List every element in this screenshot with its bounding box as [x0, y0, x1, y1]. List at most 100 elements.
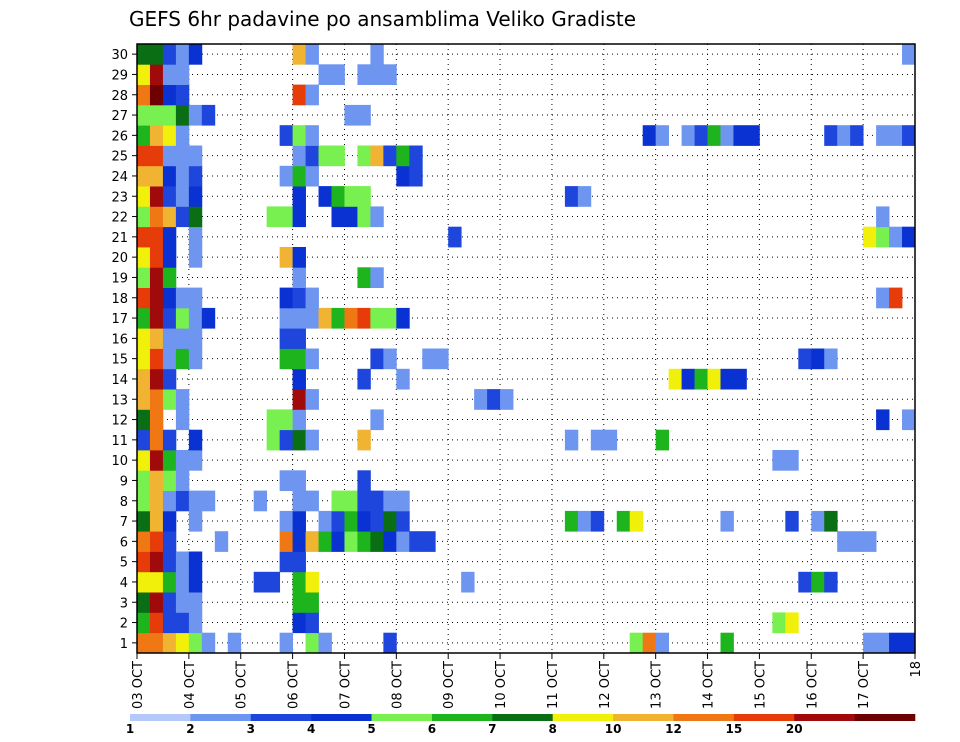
heatmap-cell	[149, 510, 164, 532]
heatmap-cell	[162, 206, 177, 228]
heatmap-cell	[137, 470, 151, 491]
x-tick-label: 08 OCT	[390, 661, 405, 709]
heatmap-cell	[175, 186, 190, 207]
heatmap-cell	[331, 307, 345, 329]
heatmap-cell	[227, 632, 242, 654]
y-tick-label: 13	[111, 393, 128, 408]
colorbar-swatch	[371, 714, 433, 721]
heatmap-cell	[435, 348, 449, 370]
heatmap-cell	[137, 571, 151, 593]
heatmap-cell	[188, 307, 203, 329]
heatmap-cell	[331, 510, 345, 532]
heatmap-cell	[137, 186, 151, 207]
heatmap-cell	[707, 125, 721, 146]
heatmap-cell	[137, 429, 151, 451]
heatmap-cell	[292, 409, 306, 431]
heatmap-cell	[694, 125, 708, 146]
heatmap-cell	[370, 409, 384, 431]
heatmap-cell	[331, 145, 345, 167]
heatmap-cell	[137, 632, 151, 654]
heatmap-cell	[889, 632, 903, 654]
heatmap-cell	[383, 307, 397, 329]
heatmap-cell	[149, 368, 164, 390]
heatmap-cell	[344, 206, 358, 228]
heatmap-cell	[149, 287, 164, 309]
heatmap-cell	[590, 429, 605, 451]
x-tick-label: 13 OCT	[650, 661, 665, 709]
heatmap-cell	[811, 571, 825, 593]
heatmap-cell	[137, 125, 151, 146]
heatmap-cell	[175, 206, 190, 228]
y-tick-label: 4	[120, 576, 128, 591]
colorbar-swatch	[311, 714, 372, 721]
heatmap-cell	[357, 429, 371, 451]
heatmap-cell	[292, 267, 306, 288]
heatmap-cell	[318, 64, 332, 85]
heatmap-cell	[137, 64, 151, 85]
heatmap-cell	[305, 125, 319, 146]
heatmap-cell	[201, 632, 216, 654]
heatmap-cell	[772, 450, 786, 471]
heatmap-cell	[188, 510, 203, 532]
heatmap-cell	[564, 186, 579, 207]
heatmap-cell	[383, 490, 397, 512]
y-tick-label: 1	[120, 637, 128, 652]
heatmap-cell	[772, 612, 786, 634]
heatmap-cell	[188, 571, 203, 593]
heatmap-cell	[137, 247, 151, 268]
y-tick-label: 14	[111, 373, 128, 388]
heatmap-cell	[201, 307, 216, 329]
heatmap-cell	[305, 44, 319, 65]
heatmap-cell	[175, 165, 190, 187]
x-tick-label: 11 OCT	[546, 661, 561, 709]
heatmap-cell	[292, 287, 306, 309]
heatmap-cell	[188, 348, 203, 370]
heatmap-cell	[694, 368, 708, 390]
heatmap-cell	[344, 186, 358, 207]
heatmap-cell	[811, 510, 825, 532]
colorbar-swatch	[492, 714, 553, 721]
x-tick-label: 17 OCT	[857, 661, 872, 709]
y-tick-label: 29	[111, 68, 128, 83]
heatmap-cell	[279, 470, 293, 491]
heatmap-cell	[292, 165, 306, 187]
heatmap-cell	[279, 429, 293, 451]
heatmap-cell	[292, 206, 306, 228]
colorbar-label: 4	[307, 722, 315, 736]
heatmap-cell	[253, 571, 268, 593]
y-tick-label: 8	[120, 495, 128, 510]
heatmap-cell	[837, 531, 851, 552]
heatmap-cell	[162, 429, 177, 451]
heatmap-cell	[162, 510, 177, 532]
heatmap-cell	[175, 571, 190, 593]
heatmap-cell	[279, 307, 293, 329]
heatmap-cell	[279, 328, 293, 349]
heatmap-cell	[383, 145, 397, 167]
heatmap-cell	[137, 206, 151, 228]
heatmap-cell	[149, 348, 164, 370]
heatmap-cell	[889, 125, 903, 146]
heatmap-cell	[785, 450, 799, 471]
heatmap-cell	[162, 490, 177, 512]
colorbar-swatch	[794, 714, 855, 721]
heatmap-cell	[137, 348, 151, 370]
heatmap-cell	[188, 44, 203, 65]
heatmap-cell	[331, 531, 345, 552]
heatmap-cell	[564, 429, 579, 451]
heatmap-cell	[396, 531, 410, 552]
x-tick-label: 09 OCT	[442, 661, 457, 709]
heatmap-cell	[292, 307, 306, 329]
chart-title: GEFS 6hr padavine po ansamblima Veliko G…	[129, 7, 636, 31]
heatmap-cell	[383, 348, 397, 370]
heatmap-cell	[162, 328, 177, 349]
heatmap-cell	[357, 531, 371, 552]
heatmap-cell	[137, 389, 151, 410]
heatmap-cell	[149, 632, 164, 654]
heatmap-cell	[577, 186, 592, 207]
heatmap-cell	[422, 348, 436, 370]
heatmap-cell	[137, 226, 151, 248]
x-tick-label: 16 OCT	[805, 661, 820, 709]
heatmap-cell	[137, 531, 151, 552]
x-tick-label: 14 OCT	[702, 661, 717, 709]
